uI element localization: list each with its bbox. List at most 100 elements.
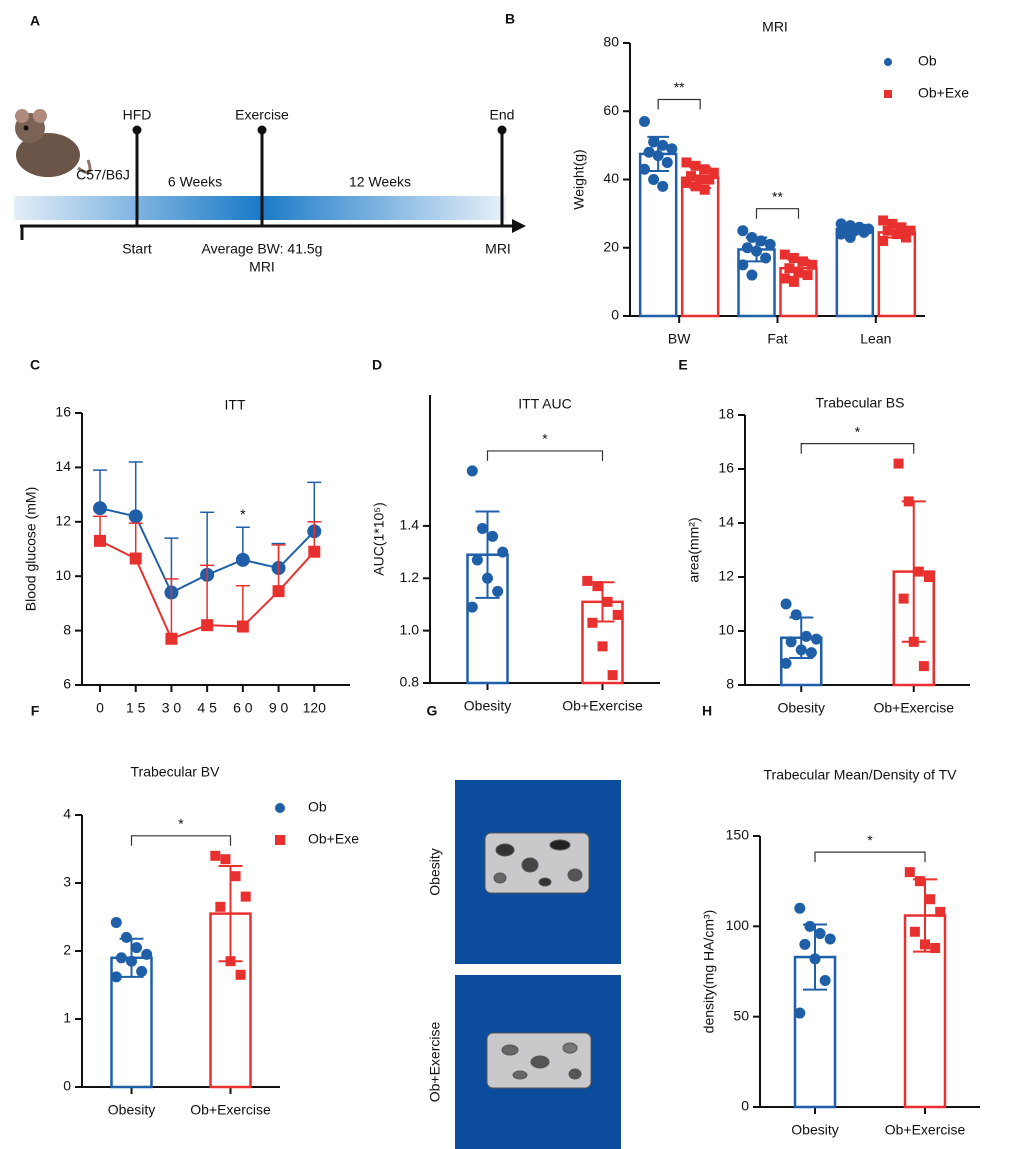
data-point [116, 952, 127, 963]
data-point [810, 953, 821, 964]
chart-title: Trabecular BS [816, 395, 905, 411]
significance-bracket [757, 209, 799, 219]
data-point [878, 236, 888, 246]
chart-title: MRI [762, 19, 788, 35]
data-point [798, 256, 808, 266]
x-tick-label: 3 0 [162, 700, 182, 716]
data-point [220, 854, 230, 864]
x-tick-label: BW [668, 331, 691, 347]
y-tick-label: 1.2 [400, 569, 420, 585]
chart-title: ITT [225, 397, 246, 413]
data-point [789, 253, 799, 263]
y-tick-label: 10 [718, 622, 734, 638]
data-point [598, 641, 608, 651]
data-point [587, 618, 597, 628]
data-point [121, 932, 132, 943]
legend-label: Ob [308, 799, 327, 815]
data-point [899, 594, 909, 604]
event-note: MRI [249, 259, 275, 275]
data-point [487, 531, 498, 542]
bar [837, 229, 873, 316]
event-label: HFD [123, 107, 152, 123]
data-point [592, 581, 602, 591]
data-point [904, 496, 914, 506]
significance-bracket [658, 99, 700, 109]
event-note: MRI [485, 241, 511, 257]
x-tick-label: Obesity [791, 1122, 838, 1138]
data-point [878, 215, 888, 225]
data-point [492, 586, 503, 597]
panel-label: G [427, 703, 438, 719]
data-point [94, 535, 106, 547]
x-tick-label: Ob+Exercise [873, 700, 954, 716]
y-axis-label: area(mm²) [686, 517, 702, 582]
data-point [130, 553, 142, 565]
data-point [691, 181, 701, 191]
chart-title: Trabecular BV [131, 764, 221, 780]
x-tick-label: 9 0 [269, 700, 289, 716]
y-tick-label: 1 [63, 1010, 71, 1026]
data-point [648, 174, 659, 185]
y-tick-label: 3 [63, 874, 71, 890]
y-tick-label: 16 [718, 460, 734, 476]
data-point [909, 637, 919, 647]
y-tick-label: 14 [55, 458, 71, 474]
data-point [791, 609, 802, 620]
data-point [919, 661, 929, 671]
data-point [794, 1008, 805, 1019]
x-tick-label: 4 5 [197, 700, 217, 716]
data-point [803, 270, 813, 280]
event-dot [133, 126, 142, 135]
significance: * [178, 816, 184, 832]
panel-label: E [678, 357, 687, 373]
data-point [910, 927, 920, 937]
data-point [603, 597, 613, 607]
data-point [784, 263, 794, 273]
data-point [231, 871, 241, 881]
x-tick-label: Fat [767, 331, 787, 347]
data-point [657, 181, 668, 192]
data-point [275, 803, 285, 813]
panel-label: F [31, 703, 40, 719]
y-tick-label: 1.0 [400, 621, 420, 637]
y-tick-label: 0 [63, 1078, 71, 1094]
y-tick-label: 0.8 [400, 674, 420, 690]
data-point [126, 956, 137, 967]
chart-title: ITT AUC [518, 396, 571, 412]
event-label: Exercise [235, 107, 289, 123]
data-point [226, 956, 236, 966]
data-point [608, 670, 618, 680]
data-point [201, 619, 213, 631]
y-tick-label: 0 [611, 307, 619, 323]
data-point [237, 621, 249, 633]
legend-label: Ob+Exe [308, 831, 359, 847]
data-point [884, 58, 892, 66]
data-point [704, 175, 714, 185]
data-point [165, 633, 177, 645]
y-tick-label: 60 [603, 102, 619, 118]
data-point [915, 876, 925, 886]
data-point [737, 225, 748, 236]
x-tick-label: Ob+Exercise [562, 698, 643, 714]
data-point [815, 928, 826, 939]
panel-label: H [702, 703, 712, 719]
y-tick-label: 8 [726, 676, 734, 692]
data-point [820, 975, 831, 986]
significance: ** [674, 79, 685, 95]
data-point [131, 942, 142, 953]
data-point [477, 523, 488, 534]
data-point [780, 273, 790, 283]
data-point [467, 465, 478, 476]
data-point [681, 157, 691, 167]
data-point [681, 178, 691, 188]
y-tick-label: 40 [603, 170, 619, 186]
ct-label: Obesity [427, 848, 443, 895]
data-point [236, 553, 250, 567]
timeline-band [14, 196, 506, 220]
data-point [700, 185, 710, 195]
y-tick-label: 10 [55, 567, 71, 583]
figure: ABCDEFGHC57/B6J6 Weeks12 WeeksHFDStartEx… [0, 0, 1014, 1149]
data-point [905, 867, 915, 877]
data-point [781, 658, 792, 669]
panel-label: B [505, 11, 515, 27]
